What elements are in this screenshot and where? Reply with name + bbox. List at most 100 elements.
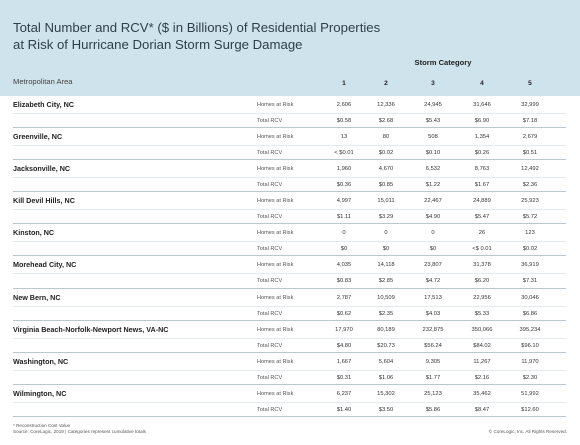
- table-cell: 232,875: [422, 326, 444, 333]
- table-cell: $0: [382, 246, 390, 253]
- table-row: Total RCV $0.58 $2.68 $5.43 $6.90 $7.18: [13, 113, 566, 129]
- metric-label: Homes at Risk: [257, 102, 294, 108]
- table-cell: 4,997: [336, 198, 352, 205]
- table-row: Homes at Risk 4,035 14,118 23,807 31,378 36,9…: [13, 258, 566, 274]
- table-cell: 9,305: [425, 358, 441, 365]
- table-cell: 23,807: [424, 262, 442, 269]
- table-cell: 4,035: [336, 262, 352, 269]
- metric-label: Homes at Risk: [257, 390, 294, 397]
- table-cell: 1,354: [474, 134, 490, 141]
- table-row: Total RCV $0 $0 $0 <$ 0.01 $0.02: [13, 241, 566, 257]
- table-cell: $0.02: [378, 150, 394, 157]
- table-cell: $5.47: [474, 214, 490, 221]
- table-cell: 0: [384, 230, 388, 237]
- table-cell: 26: [478, 230, 486, 237]
- category-header-2: 2: [384, 80, 388, 87]
- table-cell: $1.67: [474, 182, 490, 189]
- table-cell: $2.16: [474, 374, 490, 381]
- metric-label: Total RCV: [257, 342, 283, 349]
- table-row: Homes at Risk 4,997 15,011 22,467 24,889 25,9…: [13, 194, 566, 210]
- table-row: Total RCV $0.62 $2.35 $4.03 $5.33 $6.86: [13, 305, 566, 322]
- table-cell: 17,970: [335, 326, 353, 333]
- table-row-group: Elizabeth City, NC Homes at Risk 2,606 12,3…: [13, 96, 566, 129]
- metric-label: Total RCV: [257, 374, 283, 381]
- title-line-1: Total Number and RCV* ($ in Billions) of…: [13, 20, 381, 35]
- metro-area-name: Greenville, NC: [13, 132, 63, 142]
- metro-area-name: Elizabeth City, NC: [13, 100, 74, 109]
- table-cell: 12,492: [521, 166, 539, 173]
- table-row: Total RCV $1.40 $3.50 $5.86 $8.47 $12.60: [13, 401, 566, 418]
- table-row-group: Washington, NC Homes at Risk 1,667 5,604 9,3…: [13, 353, 566, 385]
- table-cell: $5.43: [425, 118, 441, 124]
- metro-area-name: Kill Devil Hills, NC: [13, 196, 75, 206]
- table-cell: $1.11: [336, 214, 352, 221]
- table-cell: 32,999: [521, 102, 539, 108]
- metric-label: Total RCV: [257, 118, 283, 124]
- table-cell: $12.60: [521, 406, 539, 413]
- table-cell: $3.29: [378, 214, 394, 221]
- table-row: Homes at Risk 2,787 10,509 17,513 22,956 30,0…: [13, 291, 566, 307]
- metric-label: Total RCV: [257, 150, 283, 157]
- table-row: Total RCV $0.31 $1.06 $1.77 $2.16 $2.30: [13, 369, 566, 386]
- metro-area-name: Kinston, NC: [13, 228, 55, 238]
- copyright: © CoreLogic, Inc. All Rights Reserved.: [488, 429, 567, 434]
- table-cell: $0.31: [336, 374, 352, 381]
- table-cell: 395,234: [519, 326, 541, 333]
- table-cell: $4.90: [425, 214, 441, 221]
- table-cell: $6.20: [474, 278, 490, 285]
- table-cell: $1.06: [378, 374, 394, 381]
- metric-label: Homes at Risk: [257, 198, 294, 205]
- table-cell: $0.26: [474, 150, 490, 157]
- table-cell: 13: [340, 134, 348, 141]
- title-line-2: at Risk of Hurricane Dorian Storm Surge …: [13, 37, 303, 52]
- table-cell: $1.22: [425, 182, 441, 189]
- table-cell: $4.03: [425, 310, 441, 317]
- metric-label: Homes at Risk: [257, 262, 294, 269]
- table-cell: $5.33: [474, 310, 490, 317]
- metric-label: Total RCV: [257, 310, 283, 317]
- table-row: Homes at Risk 13 80 508 1,354 2,679: [13, 130, 566, 146]
- metro-area-name: Wilmington, NC: [13, 388, 67, 398]
- table-cell: 17,513: [424, 294, 442, 301]
- table-cell: $84.02: [473, 342, 491, 349]
- table-row-group: Virginia Beach-Norfolk-Newport News, VA-…: [13, 321, 566, 353]
- table-cell: 30,046: [521, 294, 539, 301]
- metric-label: Homes at Risk: [257, 326, 294, 333]
- table-cell: $2.30: [522, 374, 538, 381]
- table-row: Homes at Risk 1,960 4,670 6,532 8,763 12,492: [13, 162, 566, 178]
- table-cell: $0.58: [336, 118, 352, 124]
- table-row-group: Greenville, NC Homes at Risk 13 80 508 1,354 2…: [13, 128, 566, 161]
- metro-area-name: Morehead City, NC: [13, 260, 77, 270]
- table-cell: $96.10: [521, 342, 539, 349]
- table-cell: 15,011: [377, 198, 395, 205]
- table-cell: $0.36: [336, 182, 352, 189]
- table-cell: 1,960: [336, 166, 352, 173]
- table-cell: < $0.01: [334, 150, 354, 157]
- table-cell: 80: [382, 134, 390, 141]
- table-cell: 0: [431, 230, 435, 237]
- metro-area-name: Washington, NC: [13, 356, 69, 366]
- table-cell: 350,066: [471, 326, 493, 333]
- metric-label: Homes at Risk: [257, 166, 294, 173]
- table-cell: $0.62: [336, 310, 352, 317]
- metric-label: Homes at Risk: [257, 230, 294, 237]
- table-cell: $6.90: [474, 118, 490, 124]
- table-cell: 25,923: [521, 198, 539, 205]
- footnotes: * Reconstruction Cost Value Source: Core…: [13, 423, 146, 435]
- table-cell: $0.85: [378, 182, 394, 189]
- table-row: Homes at Risk 2,606 12,336 24,945 31,646 32,9…: [13, 98, 566, 114]
- table-row: Homes at Risk 6,237 15,302 25,123 35,462 51,9…: [13, 387, 566, 403]
- table-cell: 31,378: [473, 262, 491, 269]
- table-cell: 31,646: [473, 102, 491, 108]
- table-cell: 51,992: [521, 390, 539, 397]
- table-row: Homes at Risk 17,970 80,189 232,875 350,066 3…: [13, 323, 566, 339]
- table-cell: $20.73: [377, 342, 395, 349]
- table-cell: $0: [340, 246, 348, 253]
- table-cell: 0: [342, 230, 346, 237]
- table-cell: $0.51: [522, 150, 538, 157]
- footnote-source: Source: CoreLogic, 2019 | Categories rep…: [13, 429, 146, 434]
- table-cell: 14,118: [377, 262, 395, 269]
- category-header-4: 4: [480, 80, 484, 87]
- table-cell: $4.80: [336, 342, 352, 349]
- footnote-rcv: * Reconstruction Cost Value: [13, 423, 71, 428]
